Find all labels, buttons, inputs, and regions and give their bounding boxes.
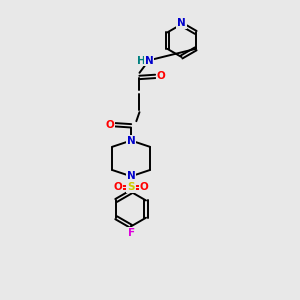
Text: O: O — [140, 182, 148, 192]
Text: O: O — [157, 71, 166, 81]
Text: N: N — [127, 171, 135, 181]
Text: N: N — [127, 136, 135, 146]
Text: O: O — [114, 182, 122, 192]
Text: H: H — [140, 56, 149, 66]
Text: O: O — [105, 120, 114, 130]
Text: N: N — [145, 56, 154, 66]
Text: H: H — [136, 56, 145, 66]
Text: S: S — [127, 182, 135, 192]
Text: N: N — [177, 18, 186, 28]
Text: F: F — [128, 228, 135, 238]
